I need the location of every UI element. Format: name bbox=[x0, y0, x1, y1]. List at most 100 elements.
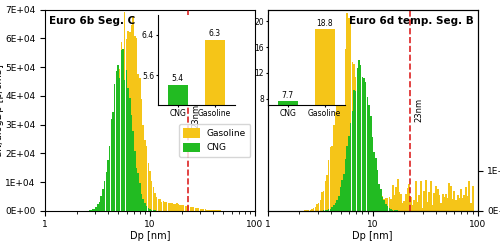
Bar bbox=[88, 210, 90, 211]
Bar bbox=[114, 84, 116, 211]
Bar bbox=[422, 208, 424, 211]
Bar bbox=[380, 195, 382, 211]
Bar bbox=[370, 173, 372, 211]
Bar bbox=[142, 125, 144, 211]
Bar bbox=[466, 196, 468, 211]
Bar bbox=[160, 199, 161, 211]
Bar bbox=[342, 48, 343, 211]
Bar bbox=[420, 181, 422, 211]
Bar bbox=[384, 200, 385, 211]
Bar bbox=[472, 186, 474, 211]
Bar bbox=[456, 195, 458, 211]
Bar bbox=[112, 136, 114, 211]
Bar bbox=[99, 205, 100, 211]
Bar bbox=[416, 202, 418, 211]
Bar bbox=[444, 197, 446, 211]
Bar bbox=[134, 36, 136, 211]
Bar bbox=[322, 192, 323, 211]
Bar bbox=[96, 209, 97, 211]
Bar bbox=[426, 209, 427, 211]
Bar bbox=[382, 197, 384, 211]
Bar bbox=[161, 202, 162, 211]
Bar bbox=[172, 204, 174, 211]
Bar bbox=[438, 195, 440, 211]
Bar bbox=[122, 50, 124, 211]
Bar bbox=[408, 205, 410, 211]
Bar bbox=[424, 208, 426, 211]
Bar bbox=[138, 173, 139, 211]
Bar bbox=[345, 49, 346, 211]
Bar bbox=[419, 208, 420, 211]
Bar bbox=[358, 61, 360, 211]
Bar bbox=[106, 190, 107, 211]
Bar bbox=[314, 29, 335, 151]
Legend: Gasoline, CNG: Gasoline, CNG bbox=[178, 124, 250, 157]
Bar bbox=[452, 199, 454, 211]
Bar bbox=[402, 203, 404, 211]
Bar bbox=[338, 96, 340, 211]
Bar bbox=[306, 210, 308, 211]
Bar bbox=[134, 151, 136, 211]
Bar bbox=[148, 163, 149, 211]
Bar bbox=[330, 147, 331, 211]
X-axis label: Dp [nm]: Dp [nm] bbox=[130, 231, 170, 241]
Bar bbox=[213, 210, 214, 211]
Bar bbox=[460, 189, 462, 211]
Bar bbox=[365, 82, 366, 211]
Bar bbox=[208, 210, 210, 211]
Bar bbox=[340, 187, 342, 211]
Bar bbox=[184, 206, 186, 211]
Bar bbox=[210, 210, 211, 211]
Bar bbox=[360, 65, 362, 211]
Bar bbox=[316, 205, 318, 211]
Text: 23nm: 23nm bbox=[414, 98, 424, 122]
Bar bbox=[412, 205, 414, 211]
Bar bbox=[345, 159, 346, 211]
Bar bbox=[154, 194, 156, 211]
Bar bbox=[102, 201, 104, 211]
Bar bbox=[186, 206, 188, 211]
Bar bbox=[417, 208, 418, 211]
Bar bbox=[470, 203, 472, 211]
Bar bbox=[395, 187, 397, 211]
Bar bbox=[130, 115, 132, 211]
Bar bbox=[429, 209, 430, 211]
Bar bbox=[132, 15, 134, 211]
Bar bbox=[375, 158, 376, 211]
Bar bbox=[377, 170, 378, 211]
Bar bbox=[390, 206, 392, 211]
Bar bbox=[90, 210, 92, 211]
Bar bbox=[144, 203, 146, 211]
Bar bbox=[400, 194, 402, 211]
Bar bbox=[128, 88, 129, 211]
Bar bbox=[356, 68, 358, 211]
Bar bbox=[434, 210, 436, 211]
Bar bbox=[310, 209, 311, 211]
Bar bbox=[104, 181, 106, 211]
Bar bbox=[378, 184, 380, 211]
Bar bbox=[193, 207, 194, 211]
Bar bbox=[375, 186, 376, 211]
Bar bbox=[156, 196, 158, 211]
Bar bbox=[430, 181, 432, 211]
Bar bbox=[128, 31, 129, 211]
Bar bbox=[139, 78, 140, 211]
Bar bbox=[118, 86, 119, 211]
Bar bbox=[426, 202, 428, 211]
Bar bbox=[398, 193, 400, 211]
Bar bbox=[168, 85, 188, 245]
Bar bbox=[415, 181, 417, 211]
Bar bbox=[168, 203, 169, 211]
Bar bbox=[412, 207, 414, 211]
Bar bbox=[328, 209, 330, 211]
Bar bbox=[324, 181, 326, 211]
Bar bbox=[392, 201, 394, 211]
Bar bbox=[181, 205, 182, 211]
Bar bbox=[374, 187, 375, 211]
X-axis label: Dp [nm]: Dp [nm] bbox=[352, 231, 393, 241]
Bar bbox=[142, 199, 144, 211]
Bar bbox=[377, 193, 378, 211]
Bar bbox=[356, 80, 358, 211]
Bar bbox=[394, 196, 396, 211]
Bar bbox=[198, 208, 200, 211]
